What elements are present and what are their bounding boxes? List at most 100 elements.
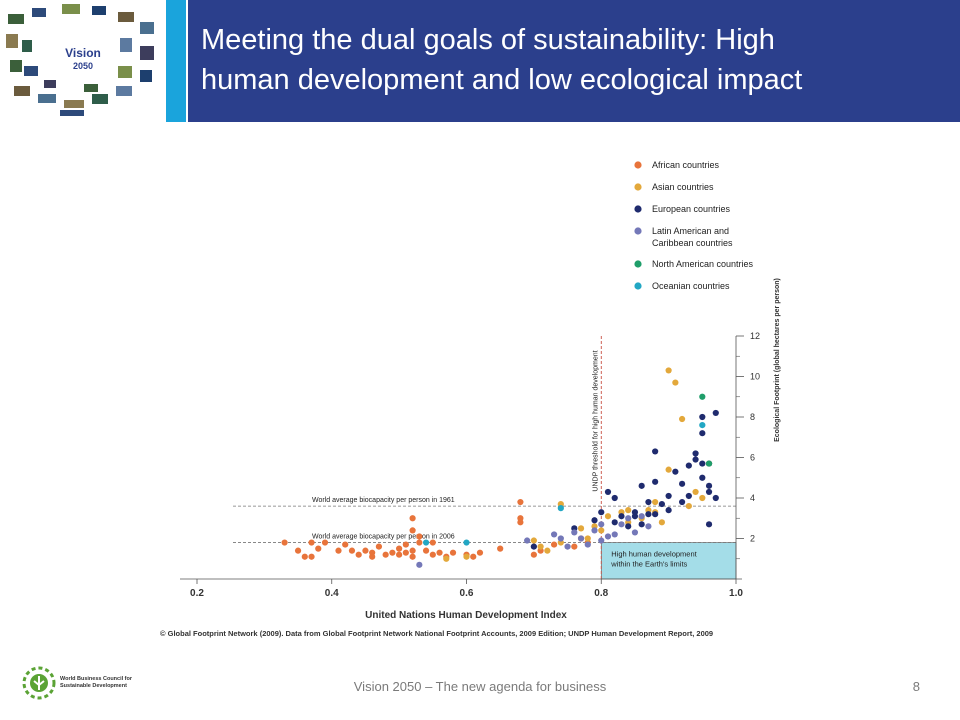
data-point bbox=[409, 553, 416, 560]
data-point bbox=[665, 492, 672, 500]
chart-legend: African countries Asian countries European… bbox=[634, 160, 754, 291]
data-point bbox=[638, 482, 645, 489]
data-point bbox=[422, 539, 430, 546]
data-point bbox=[679, 480, 686, 487]
data-point bbox=[665, 466, 672, 473]
data-point bbox=[685, 462, 692, 469]
logo-photo-tile bbox=[8, 14, 24, 24]
data-point bbox=[631, 529, 639, 536]
data-point bbox=[712, 494, 719, 502]
data-point bbox=[517, 515, 524, 522]
y-tick-label: 4 bbox=[750, 493, 755, 503]
slide-title: Meeting the dual goals of sustainability… bbox=[201, 24, 803, 96]
biocapacity-1961-label: World average biocapacity per person in … bbox=[312, 497, 455, 504]
legend-label: Latin American and bbox=[652, 226, 729, 236]
data-point bbox=[625, 507, 632, 514]
data-point bbox=[591, 527, 598, 534]
logo-photo-tile bbox=[118, 66, 132, 78]
logo-photo-tile bbox=[14, 86, 30, 96]
y-tick-label: 12 bbox=[750, 331, 760, 341]
data-point bbox=[530, 551, 537, 558]
legend-marker bbox=[634, 260, 642, 268]
chart-source-note: © Global Footprint Network (2009). Data … bbox=[160, 629, 713, 638]
logo-photo-tile bbox=[6, 34, 18, 48]
data-point bbox=[530, 543, 537, 550]
data-point bbox=[692, 488, 699, 496]
data-point bbox=[436, 549, 443, 556]
data-point bbox=[598, 521, 605, 528]
data-point bbox=[672, 468, 679, 475]
data-point bbox=[625, 523, 632, 530]
data-point bbox=[699, 460, 706, 467]
legend-label: European countries bbox=[652, 204, 731, 214]
data-point bbox=[463, 553, 470, 560]
data-point bbox=[463, 539, 470, 546]
data-point bbox=[618, 521, 625, 528]
x-tick-label: 0.2 bbox=[190, 588, 204, 599]
box-label-line1: High human development bbox=[611, 550, 697, 559]
data-point bbox=[705, 488, 713, 496]
logo-year: 2050 bbox=[72, 61, 94, 71]
page-number: 8 bbox=[912, 679, 920, 694]
logo-photo-tile bbox=[140, 22, 154, 34]
logo-photo-tile bbox=[32, 8, 46, 17]
data-point bbox=[443, 555, 450, 562]
logo-photo-tile bbox=[84, 84, 98, 92]
legend-marker bbox=[634, 282, 642, 290]
data-point bbox=[685, 503, 692, 510]
data-point bbox=[672, 379, 679, 386]
data-point bbox=[705, 521, 713, 528]
data-point bbox=[396, 545, 403, 552]
data-point bbox=[679, 415, 686, 423]
data-point bbox=[652, 478, 659, 485]
data-point bbox=[652, 511, 659, 518]
x-tick-label: 0.6 bbox=[460, 588, 474, 599]
data-point bbox=[638, 521, 645, 528]
data-point bbox=[476, 549, 484, 556]
logo-photo-tile bbox=[64, 100, 84, 108]
data-point bbox=[584, 535, 591, 542]
logo-photo-tile bbox=[44, 80, 56, 88]
data-point bbox=[470, 553, 477, 560]
data-point bbox=[665, 507, 672, 514]
sustainability-box bbox=[600, 542, 737, 580]
data-point bbox=[537, 543, 544, 550]
data-point bbox=[497, 545, 504, 552]
data-point bbox=[416, 539, 423, 546]
y-tick-label: 8 bbox=[750, 412, 755, 422]
data-point bbox=[281, 539, 288, 546]
logo-photo-tile bbox=[116, 86, 132, 96]
legend-label-cont: Caribbean countries bbox=[652, 238, 733, 248]
data-point bbox=[685, 492, 692, 500]
data-point bbox=[598, 537, 605, 544]
data-point bbox=[315, 545, 322, 552]
vision-2050-logo: Vision 2050 bbox=[0, 0, 165, 122]
y-tick-label: 6 bbox=[750, 453, 755, 463]
data-point bbox=[321, 539, 329, 546]
data-point bbox=[705, 482, 713, 489]
data-point bbox=[402, 541, 409, 548]
data-point bbox=[699, 413, 706, 421]
data-point bbox=[631, 509, 639, 516]
data-point bbox=[301, 553, 308, 560]
data-point bbox=[712, 409, 719, 417]
logo-photo-tile bbox=[22, 40, 32, 52]
data-point bbox=[652, 448, 659, 455]
data-point bbox=[638, 513, 645, 520]
x-tick-label: 0.8 bbox=[594, 588, 608, 599]
logo-photo-tile bbox=[60, 110, 84, 116]
logo-photo-tile bbox=[92, 6, 106, 15]
legend-label: Asian countries bbox=[652, 182, 714, 192]
data-point bbox=[699, 393, 706, 400]
data-point bbox=[618, 513, 625, 520]
data-point bbox=[409, 515, 416, 522]
data-point bbox=[645, 511, 652, 518]
data-point bbox=[571, 529, 578, 536]
legend-marker bbox=[634, 183, 642, 191]
data-point bbox=[517, 498, 524, 506]
logo-photo-tile bbox=[62, 4, 80, 14]
data-point bbox=[699, 422, 706, 429]
legend-label: African countries bbox=[652, 160, 720, 170]
